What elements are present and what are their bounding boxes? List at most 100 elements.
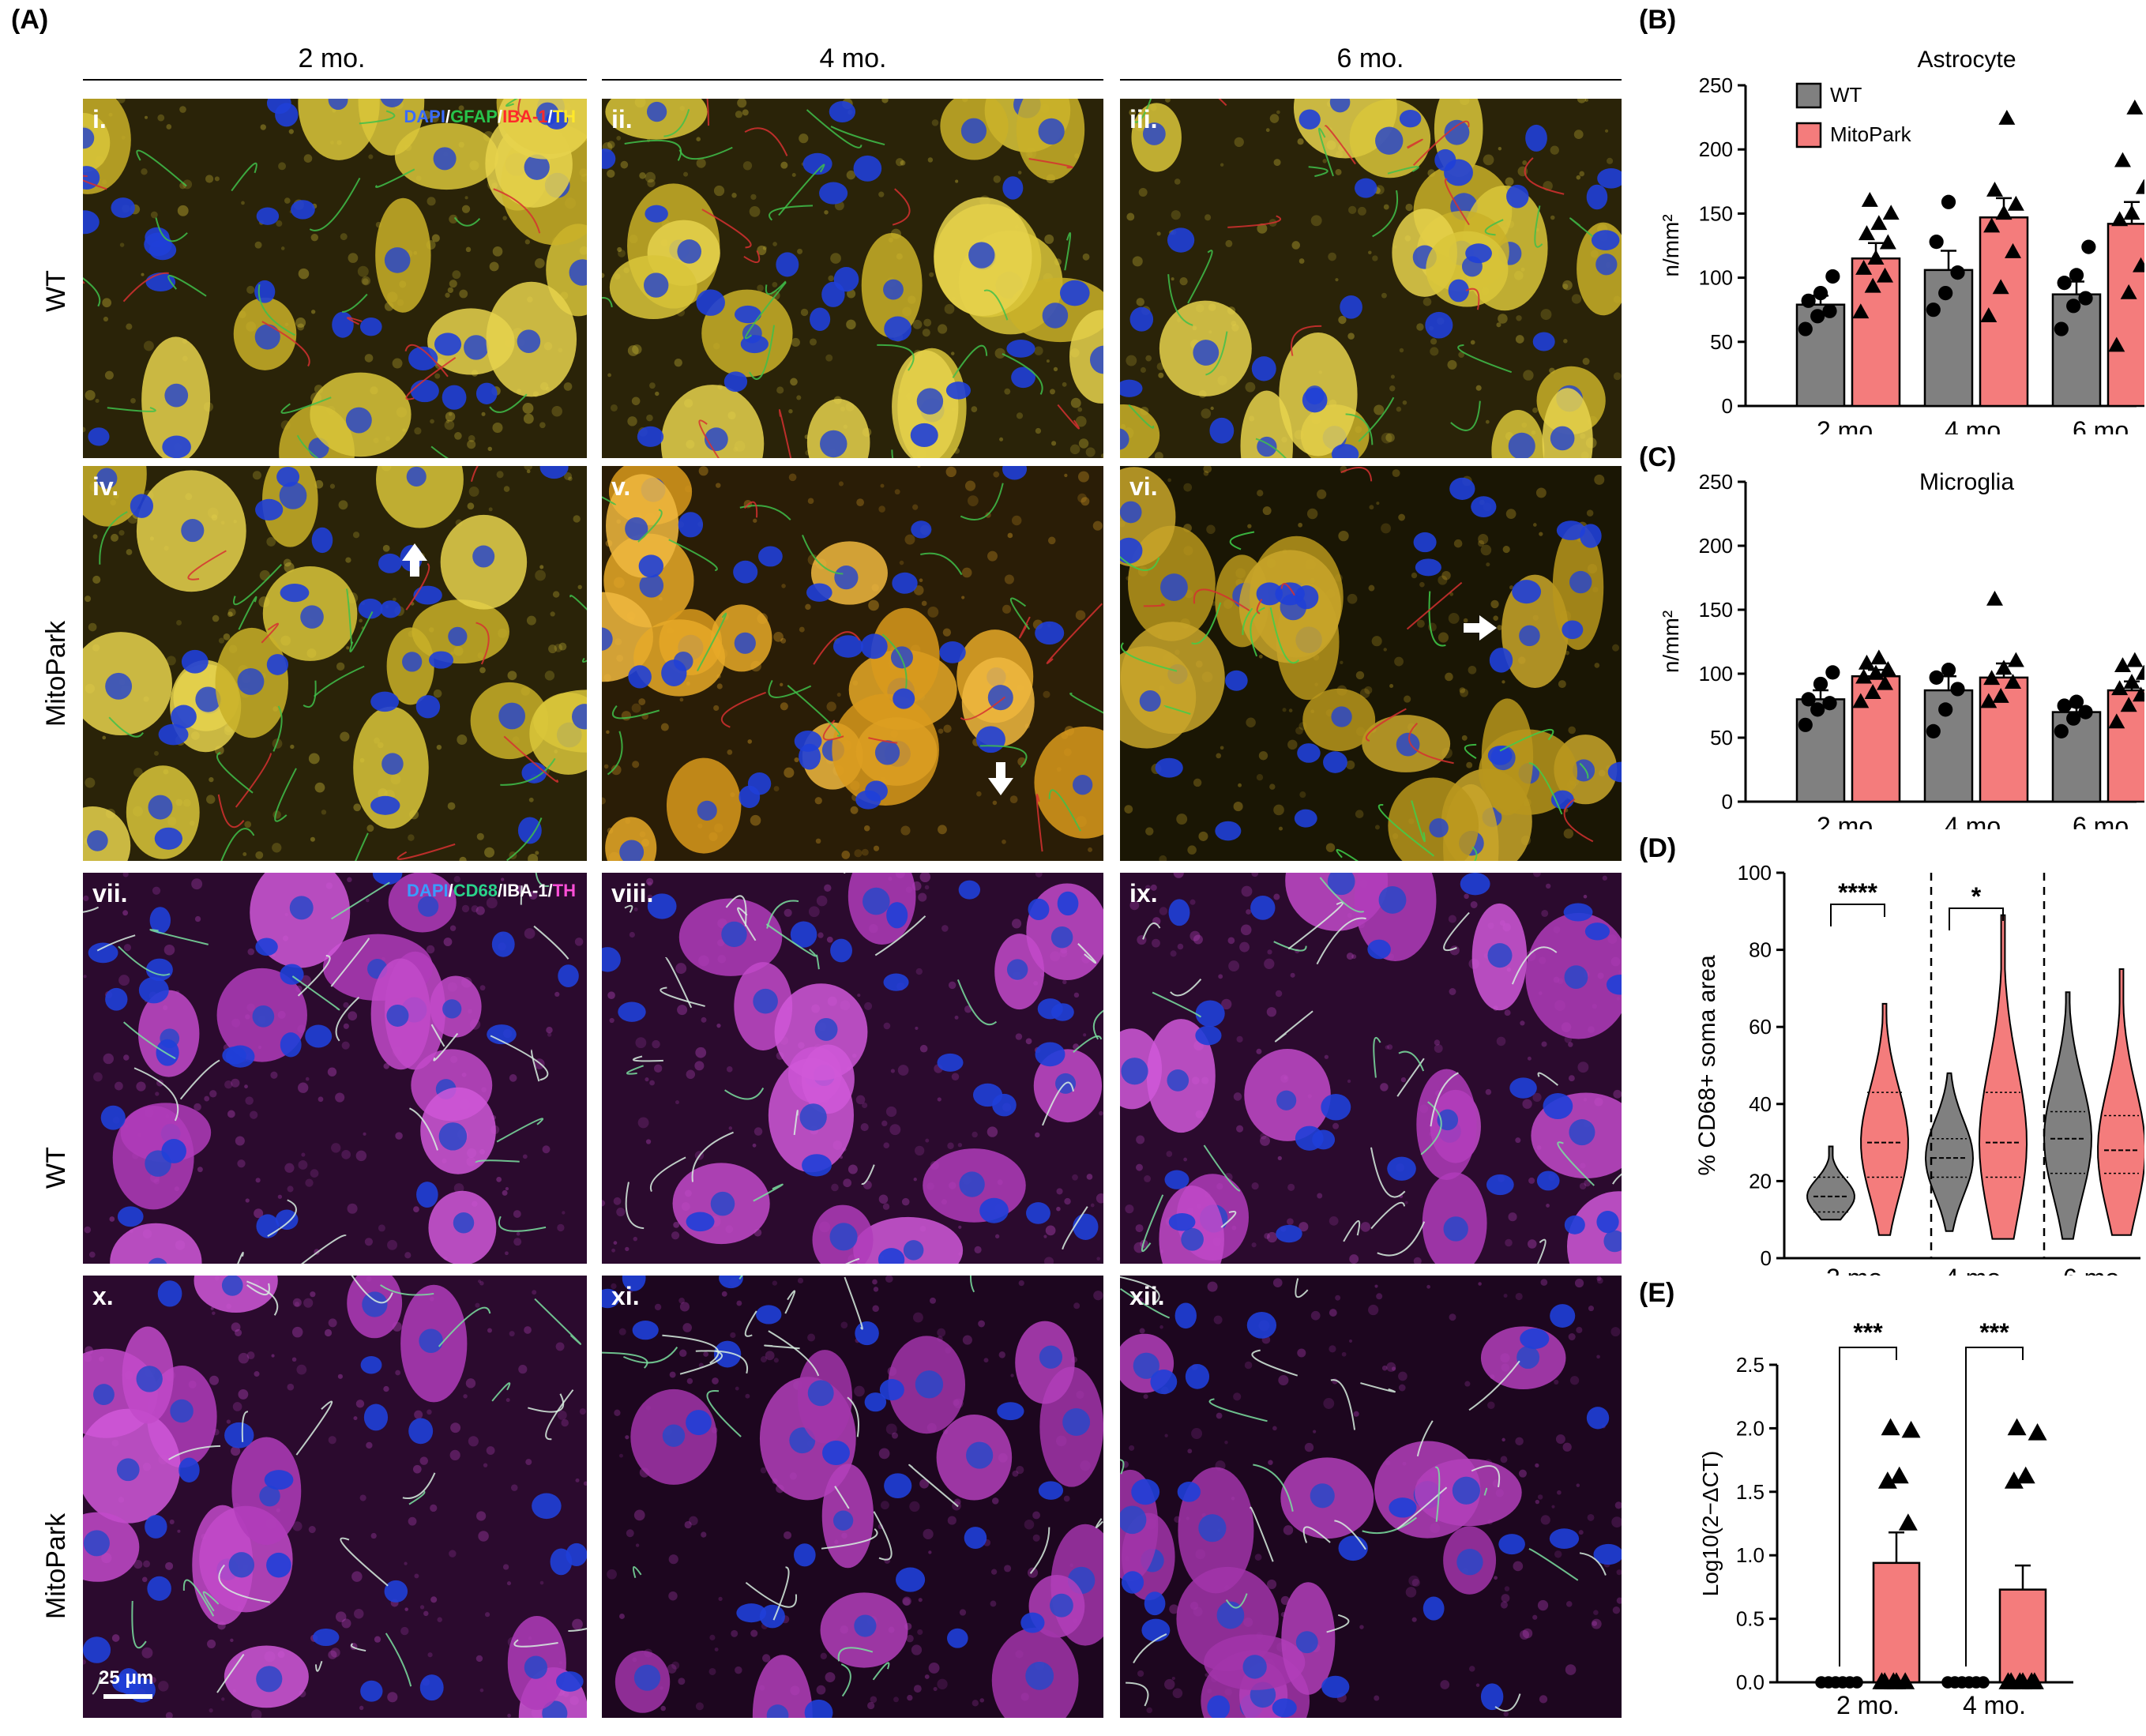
texture-speck	[923, 319, 931, 327]
texture-speck	[817, 1685, 826, 1695]
y-tick-label: 100	[1738, 861, 1772, 885]
cell-nucleus	[1073, 775, 1092, 795]
texture-speck	[1340, 661, 1343, 664]
texture-speck	[952, 1073, 960, 1081]
texture-speck	[365, 1238, 373, 1246]
texture-speck	[1361, 1222, 1371, 1232]
data-point-triangle	[2136, 179, 2144, 194]
dapi-nucleus	[275, 103, 298, 126]
texture-speck	[632, 761, 639, 768]
texture-speck	[801, 309, 808, 316]
texture-speck	[205, 175, 213, 182]
texture-speck	[430, 419, 434, 424]
significance-bracket	[1831, 904, 1885, 926]
texture-speck	[330, 484, 335, 489]
dapi-nucleus	[1465, 243, 1492, 263]
dapi-nucleus	[291, 200, 315, 219]
texture-speck	[1295, 727, 1303, 735]
texture-speck	[1426, 1285, 1430, 1289]
dapi-nucleus	[645, 205, 667, 223]
texture-speck	[527, 470, 531, 474]
texture-speck	[315, 783, 325, 793]
dapi-nucleus	[822, 1441, 850, 1465]
texture-speck	[524, 928, 536, 939]
texture-speck	[1603, 876, 1607, 881]
texture-speck	[179, 106, 186, 113]
cell-nucleus	[959, 1171, 984, 1197]
cell-nucleus	[386, 1005, 408, 1027]
texture-speck	[109, 1216, 115, 1222]
texture-speck	[176, 620, 182, 626]
texture-speck	[371, 1533, 377, 1539]
texture-speck	[545, 671, 554, 680]
significance-label: ***	[1853, 1318, 1883, 1347]
dapi-nucleus	[413, 586, 442, 605]
cell-nucleus	[442, 999, 461, 1018]
texture-speck	[449, 280, 457, 287]
texture-speck	[1501, 1594, 1510, 1603]
dapi-nucleus	[1323, 751, 1347, 773]
texture-speck	[735, 1387, 739, 1391]
y-tick-label: 0	[1761, 1246, 1772, 1270]
micrograph-6: vi.	[1120, 466, 1622, 861]
texture-speck	[649, 382, 656, 389]
texture-speck	[1401, 1077, 1406, 1082]
texture-speck	[235, 1136, 245, 1145]
texture-speck	[157, 115, 164, 122]
data-point-circle	[1851, 1676, 1863, 1689]
texture-speck	[256, 1178, 261, 1182]
texture-speck	[1145, 827, 1153, 835]
texture-speck	[527, 616, 536, 626]
texture-speck	[1216, 753, 1221, 758]
texture-speck	[978, 1321, 985, 1328]
chart-d-violin: % CD68+ soma area0204060801002 mo.4 mo.6…	[1639, 833, 2144, 1276]
texture-speck	[1172, 1677, 1175, 1680]
texture-speck	[1241, 925, 1252, 936]
texture-speck	[328, 1068, 336, 1077]
data-point-triangle	[2126, 100, 2143, 115]
texture-speck	[145, 116, 148, 119]
y-tick-label: 0	[1722, 394, 1733, 418]
texture-speck	[1091, 1204, 1095, 1208]
texture-speck	[619, 1614, 625, 1619]
texture-speck	[1152, 939, 1160, 948]
y-tick-label: 250	[1699, 470, 1733, 494]
texture-speck	[1356, 671, 1364, 679]
texture-speck	[1187, 845, 1197, 855]
texture-speck	[1515, 1437, 1523, 1445]
texture-speck	[772, 1280, 777, 1285]
cell-nucleus	[1310, 1483, 1335, 1508]
texture-speck	[1374, 1284, 1377, 1287]
dapi-nucleus	[1564, 903, 1593, 921]
texture-speck	[227, 1110, 235, 1118]
texture-speck	[1554, 1380, 1558, 1385]
texture-speck	[900, 160, 906, 166]
dapi-nucleus	[420, 1674, 444, 1700]
texture-speck	[1372, 255, 1377, 261]
texture-speck	[1454, 539, 1463, 548]
texture-speck	[1062, 980, 1066, 984]
texture-speck	[1093, 521, 1103, 531]
dapi-nucleus	[255, 938, 277, 956]
texture-speck	[1386, 1362, 1396, 1372]
texture-speck	[919, 578, 923, 582]
texture-speck	[1478, 540, 1484, 547]
bar-mitopark	[1852, 258, 1900, 406]
texture-speck	[753, 519, 757, 523]
data-point-circle	[1930, 235, 1944, 249]
texture-speck	[750, 1630, 757, 1637]
texture-speck	[1503, 1712, 1509, 1717]
dapi-nucleus	[1073, 1214, 1098, 1240]
dapi-nucleus	[1449, 280, 1469, 302]
texture-speck	[366, 899, 370, 903]
texture-speck	[839, 481, 844, 486]
texture-speck	[1291, 241, 1300, 250]
texture-speck	[356, 1400, 364, 1407]
cell-nucleus	[735, 633, 756, 654]
cell-nucleus	[834, 566, 858, 589]
texture-speck	[1576, 1327, 1582, 1333]
texture-speck	[338, 1374, 343, 1379]
texture-speck	[295, 1302, 299, 1306]
texture-speck	[1283, 1525, 1293, 1535]
texture-speck	[524, 1326, 532, 1334]
